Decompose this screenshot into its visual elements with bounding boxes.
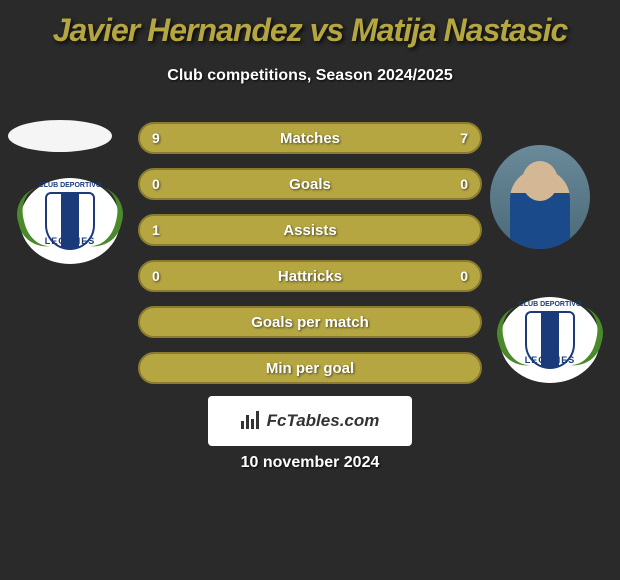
player-photo-left xyxy=(8,120,112,152)
stat-left-value: 0 xyxy=(152,176,160,192)
stat-label: Assists xyxy=(283,222,336,239)
stat-bar-assists: 1 Assists xyxy=(138,214,482,246)
stat-left-value: 0 xyxy=(152,268,160,284)
date-text: 10 november 2024 xyxy=(0,454,620,472)
stat-label: Hattricks xyxy=(278,268,342,285)
stat-bar-hattricks: 0 Hattricks 0 xyxy=(138,260,482,292)
stat-bar-goals-per-match: Goals per match xyxy=(138,306,482,338)
page-title: Javier Hernandez vs Matija Nastasic xyxy=(0,0,620,49)
stat-left-value: 1 xyxy=(152,222,160,238)
stat-left-value: 9 xyxy=(152,130,160,146)
stat-right-value: 7 xyxy=(460,130,468,146)
stat-right-value: 0 xyxy=(460,176,468,192)
club-logo-right: CLUB DEPORTIVO LEGANES xyxy=(500,297,600,383)
club-logo-left: CLUB DEPORTIVO LEGANES xyxy=(20,178,120,264)
stat-bar-goals: 0 Goals 0 xyxy=(138,168,482,200)
stat-bar-min-per-goal: Min per goal xyxy=(138,352,482,384)
fctables-brand-text: FcTables.com xyxy=(267,411,380,431)
player-photo-right xyxy=(490,145,590,249)
stat-label: Goals per match xyxy=(251,314,369,331)
fctables-brand-box: FcTables.com xyxy=(208,396,412,446)
stat-right-value: 0 xyxy=(460,268,468,284)
stat-bar-matches: 9 Matches 7 xyxy=(138,122,482,154)
fctables-icon xyxy=(241,411,261,431)
stat-label: Goals xyxy=(289,176,331,193)
stat-label: Matches xyxy=(280,130,340,147)
stats-container: 9 Matches 7 0 Goals 0 1 Assists 0 Hattri… xyxy=(138,122,482,398)
page-subtitle: Club competitions, Season 2024/2025 xyxy=(0,67,620,85)
stat-label: Min per goal xyxy=(266,360,354,377)
